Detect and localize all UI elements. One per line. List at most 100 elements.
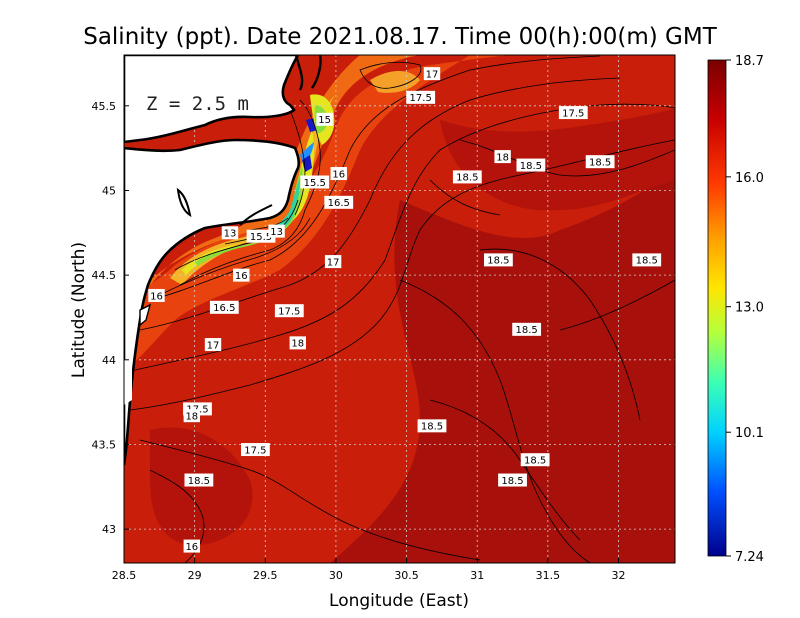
contour-label: 18.5 [417,419,447,433]
contour-label: 17.5 [558,106,588,120]
x-tick-label: 30.5 [394,569,419,582]
contour-label: 18 [494,150,511,164]
y-tick-label: 44 [102,354,116,367]
y-tick-label: 45.5 [92,100,117,113]
contour-label-text: 16.5 [328,198,350,209]
contour-label-box [330,167,347,181]
x-ticks: 28.5 29 29.5 30 30.5 31 31.5 32 [112,558,625,582]
contour-label-box [512,322,542,336]
contour-label: 16 [183,539,201,553]
contour-label: 18.5 [512,322,542,336]
contour-label: 13 [221,226,239,240]
contour-label-box [324,255,342,269]
colorbar-tick-label: 18.7 [735,54,764,69]
x-axis-label: Longitude (East) [329,591,469,611]
contour-label-box [240,443,270,457]
contour-label-text: 18.5 [516,325,538,336]
contour-label-text: 13 [270,227,283,238]
lagoon-outline [176,187,192,218]
contour-label: 15.5 [300,175,330,189]
y-tick-label: 43 [102,523,116,536]
x-tick-label: 31 [470,569,484,582]
contour-label-text: 18 [291,339,304,350]
contour-label-text: 17.5 [562,108,584,119]
contour-label-box [494,150,511,164]
colorbar-tick-label: 7.24 [735,550,764,565]
x-tick-label: 29.5 [253,569,278,582]
contour-label-text: 18 [496,152,509,163]
contour-label-box [209,300,239,314]
contour-label-text: 13 [224,229,237,240]
x-tick-label: 30 [329,569,343,582]
contour-label-text: 16 [150,291,163,302]
contour-label-text: 15 [318,115,331,126]
contour-label: 17.5 [240,443,270,457]
contour-label-text: 16 [235,271,248,282]
contour-label-text: 17 [426,69,439,80]
contour-label: 15 [316,112,333,126]
contour-label-text: 18.5 [589,157,611,168]
contour-label: 18.5 [184,473,214,487]
contour-label-box [516,158,546,172]
coast-gap [124,360,132,405]
contour-label-text: 18.5 [487,256,509,267]
contour-label: 18 [289,336,306,350]
contour-label: 16 [330,167,347,181]
danube-arm [311,55,322,89]
contour-label: 17 [324,255,342,269]
x-tick-label: 32 [611,569,625,582]
colorbar-tick-label: 10.1 [735,426,764,441]
contour-label-box [498,473,527,487]
contour-label: 15.5 [246,229,276,243]
contour-label: 18.5 [632,253,662,267]
contour-label-box [406,90,436,104]
x-tick-label: 31.5 [536,569,561,582]
coastal-lower-salinity-band [124,55,520,370]
contour-label: 16.5 [324,195,354,209]
contour-label-box [289,336,306,350]
contour-label-text: 18.5 [520,161,542,172]
chart-title: Salinity (ppt). Date 2021.08.17. Time 00… [83,24,717,50]
contour-label: 18.5 [520,453,550,467]
contour-label: 16 [148,288,165,302]
contour-label: 17.5 [406,90,436,104]
contour-label: 18.5 [483,253,513,267]
contour-label: 16.5 [209,300,239,314]
contour-label-box [183,539,201,553]
contour-label-text: 18.5 [188,476,210,487]
y-axis-label: Latitude (North) [69,242,89,378]
colorbar-tick-label: 13.0 [735,301,764,316]
contour-label: 18.5 [498,473,527,487]
contour-label-box [632,253,662,267]
inland-border [239,204,273,226]
contour-label-text: 17 [327,257,340,268]
contour-label-text: 15.5 [304,178,326,189]
contour-label-box [233,268,250,282]
contour-label-box [268,224,285,238]
offshore-high-salinity [330,170,675,563]
contour-label-box [316,112,333,126]
contour-label-box [520,453,550,467]
contour-label: 16 [233,268,250,282]
contour-label-text: 17.5 [244,445,266,456]
contour-label-box [558,106,588,120]
contour-label-box [300,175,330,189]
contour-label-text: 18 [185,411,198,422]
x-tick-label: 29 [188,569,202,582]
contour-label-text: 16 [332,169,345,180]
contour-label-box [585,155,615,169]
contour-label: 18.5 [585,155,615,169]
contour-label-box [483,253,513,267]
contour-label-box [452,170,482,184]
contour-label-box [274,304,304,318]
contour-label: 18.5 [516,158,546,172]
land-north [124,55,300,144]
contour-label-box [246,229,276,243]
contour-label-text: 18.5 [524,456,546,467]
cape-detail [139,303,152,327]
danube-offshore-orange [370,71,420,93]
plume-yellow [182,130,314,275]
contour-label-box [204,338,222,352]
